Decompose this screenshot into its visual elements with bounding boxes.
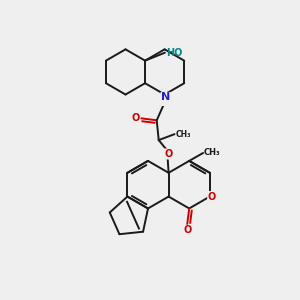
Text: O: O — [208, 192, 216, 202]
Text: CH₃: CH₃ — [176, 130, 191, 139]
Text: O: O — [132, 113, 140, 123]
Text: HO: HO — [166, 48, 182, 58]
Text: O: O — [164, 149, 173, 159]
Text: CH₃: CH₃ — [204, 148, 221, 158]
Text: N: N — [161, 92, 170, 103]
Text: N: N — [161, 95, 170, 106]
Text: O: O — [183, 225, 191, 235]
